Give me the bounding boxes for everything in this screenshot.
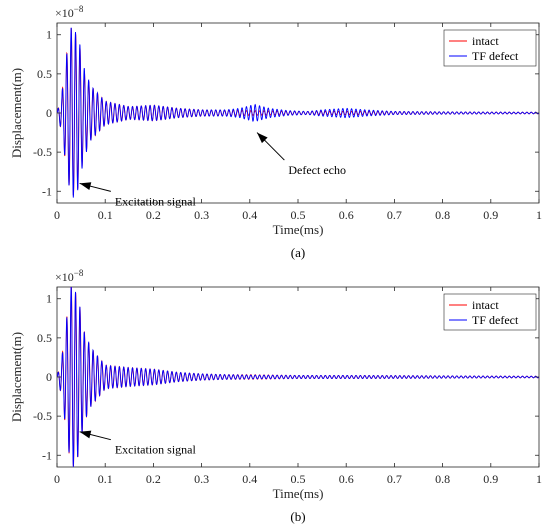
y-exponent-power: −8: [74, 268, 84, 278]
y-tick-label: 1: [46, 292, 52, 306]
x-tick-label: 0.4: [242, 472, 257, 486]
annotation: Defect echo: [256, 132, 346, 177]
y-tick-label: 0: [46, 370, 52, 384]
panel-a: 0 0.1 0.2 0.3 0.4 0.5 0.6 0.7 0.8 0.9 1 1 0.5 0 -0.5 -1…: [9, 4, 542, 260]
panel-b: 0 0.1 0.2 0.3 0.4 0.5 0.6 0.7 0.8 0.9 1 1 0.5 0 -0.5 -1…: [9, 268, 542, 524]
y-tick-label: 0.5: [37, 331, 52, 345]
x-tick-label: 0.5: [291, 208, 306, 222]
x-tick-label: 0.8: [435, 208, 450, 222]
x-tick-label: 1: [536, 208, 542, 222]
x-tick-label: 0: [54, 208, 60, 222]
x-axis-label: Time(ms): [273, 486, 324, 501]
x-tick-label: 1: [536, 472, 542, 486]
x-tick-label: 0.2: [146, 208, 161, 222]
y-tick-label: -1: [42, 184, 52, 198]
annotation: Excitation signal: [79, 430, 197, 457]
x-tick-label: 0.6: [339, 208, 354, 222]
annotation-arrow-head: [257, 132, 268, 144]
y-exponent-label: ×10−8: [55, 268, 84, 284]
series-line-tf-defect: [57, 287, 539, 467]
annotation-text: Defect echo: [288, 163, 346, 177]
y-axis-label: Displacement(m): [9, 68, 24, 158]
legend-entry: TF defect: [472, 313, 519, 327]
y-exponent-base: ×10: [55, 6, 74, 20]
legend-entry: intact: [472, 298, 499, 312]
x-tick-label: 0: [54, 472, 60, 486]
x-tick-label: 0.5: [291, 472, 306, 486]
legend-entry: TF defect: [472, 49, 519, 63]
x-tick-label: 0.1: [98, 208, 113, 222]
x-tick-label: 0.7: [387, 208, 402, 222]
y-exponent-power: −8: [74, 4, 84, 14]
y-tick-label: -0.5: [33, 409, 52, 423]
y-tick-label: -1: [42, 448, 52, 462]
panel-label: (a): [291, 245, 305, 260]
annotation-arrow-head: [79, 430, 92, 439]
x-tick-label: 0.9: [483, 208, 498, 222]
x-tick-label: 0.4: [242, 208, 257, 222]
y-axis-label: Displacement(m): [9, 332, 24, 422]
x-tick-label: 0.9: [483, 472, 498, 486]
x-tick-label: 0.2: [146, 472, 161, 486]
x-tick-label: 0.3: [194, 472, 209, 486]
y-tick-label: 0.5: [37, 67, 52, 81]
y-tick-label: -0.5: [33, 145, 52, 159]
y-exponent-base: ×10: [55, 270, 74, 284]
y-tick-label: 1: [46, 28, 52, 42]
x-tick-label: 0.3: [194, 208, 209, 222]
series-line-tf-defect: [57, 27, 539, 198]
legend-entry: intact: [472, 34, 499, 48]
x-tick-label: 0.1: [98, 472, 113, 486]
x-tick-label: 0.6: [339, 472, 354, 486]
annotation-text: Excitation signal: [115, 443, 197, 457]
panel-label: (b): [290, 509, 305, 524]
annotation: Excitation signal: [79, 182, 197, 208]
x-tick-label: 0.7: [387, 472, 402, 486]
x-axis-label: Time(ms): [273, 222, 324, 237]
annotation-arrow-head: [79, 182, 92, 191]
x-tick-label: 0.8: [435, 472, 450, 486]
y-tick-label: 0: [46, 106, 52, 120]
annotation-text: Excitation signal: [115, 194, 197, 208]
legend-box: [443, 29, 537, 67]
legend-box: [443, 293, 537, 331]
y-exponent-label: ×10−8: [55, 4, 84, 20]
